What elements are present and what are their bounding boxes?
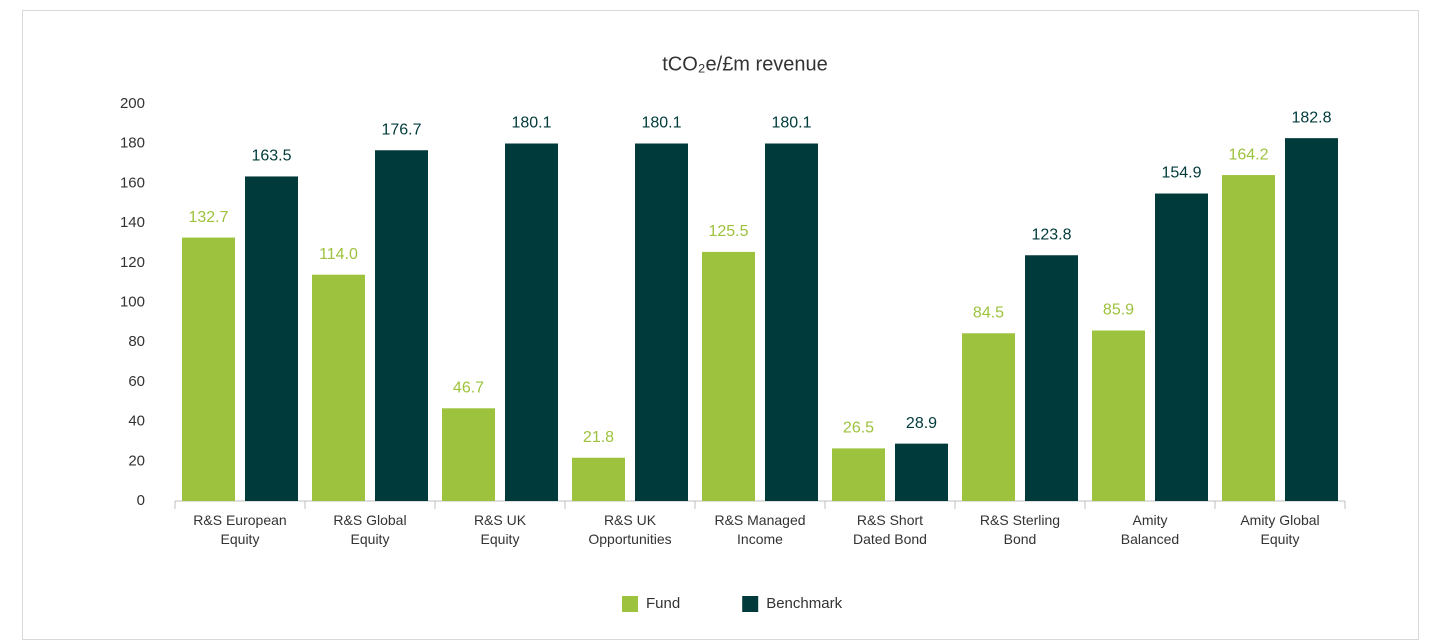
bar xyxy=(1092,330,1145,501)
bar xyxy=(702,251,755,501)
value-label: 84.5 xyxy=(973,304,1004,321)
legend-swatch xyxy=(742,596,759,612)
bar xyxy=(635,143,688,501)
y-tick-label: 160 xyxy=(120,174,145,191)
y-tick-label: 0 xyxy=(137,492,145,509)
value-label: 114.0 xyxy=(319,246,358,263)
value-label: 123.8 xyxy=(1031,226,1071,243)
x-tick-label: R&S Sterling Bond xyxy=(979,512,1061,547)
x-tick-label: Amity Global Equity xyxy=(1240,512,1320,547)
bar xyxy=(182,237,235,501)
x-tick-label: R&S Global Equity xyxy=(333,512,407,547)
bar xyxy=(312,274,365,501)
bar xyxy=(245,176,298,501)
y-tick-label: 180 xyxy=(120,135,145,152)
legend-label: Benchmark xyxy=(766,595,842,612)
value-label: 154.9 xyxy=(1161,165,1201,182)
value-label: 180.1 xyxy=(771,115,811,132)
bar xyxy=(572,457,625,501)
bar xyxy=(375,150,428,502)
x-tick-label: Amity Balanced xyxy=(1120,512,1180,547)
value-label: 180.1 xyxy=(511,115,551,132)
bar xyxy=(895,443,948,501)
legend-label: Fund xyxy=(646,595,680,612)
y-tick-label: 80 xyxy=(128,333,145,350)
y-tick-label: 140 xyxy=(120,214,145,231)
bar xyxy=(765,143,818,501)
bar xyxy=(1285,138,1338,501)
y-tick-label: 200 xyxy=(120,95,145,112)
y-tick-label: 120 xyxy=(120,254,145,271)
bar xyxy=(832,448,885,501)
y-tick-label: 100 xyxy=(120,293,145,310)
y-tick-label: 60 xyxy=(128,373,145,390)
value-label: 176.7 xyxy=(381,121,421,138)
legend-swatch xyxy=(622,596,638,612)
value-label: 85.9 xyxy=(1103,302,1134,319)
bar xyxy=(1025,255,1078,501)
value-label: 21.8 xyxy=(583,429,614,446)
y-tick-label: 20 xyxy=(128,452,145,469)
bar xyxy=(962,333,1015,501)
bar xyxy=(1155,193,1208,501)
value-label: 163.5 xyxy=(251,148,291,165)
value-label: 26.5 xyxy=(843,420,874,437)
value-label: 164.2 xyxy=(1228,146,1268,163)
value-label: 46.7 xyxy=(453,380,484,397)
x-tick-label: R&S UK Opportunities xyxy=(588,512,672,547)
value-label: 125.5 xyxy=(708,223,748,240)
x-tick-label: R&S Managed Income xyxy=(714,512,806,547)
y-tick-label: 40 xyxy=(128,413,145,430)
x-tick-label: R&S UK Equity xyxy=(473,512,527,547)
chart-title: tCO₂e/£m revenue xyxy=(662,53,828,75)
bar xyxy=(442,408,495,501)
value-label: 180.1 xyxy=(641,115,681,132)
bar xyxy=(1222,175,1275,502)
x-tick-label: R&S European Equity xyxy=(193,512,287,547)
value-label: 182.8 xyxy=(1291,109,1331,126)
value-label: 132.7 xyxy=(188,209,228,226)
bar xyxy=(505,143,558,501)
x-tick-label: R&S Short Dated Bond xyxy=(853,512,927,547)
value-label: 28.9 xyxy=(906,415,937,432)
